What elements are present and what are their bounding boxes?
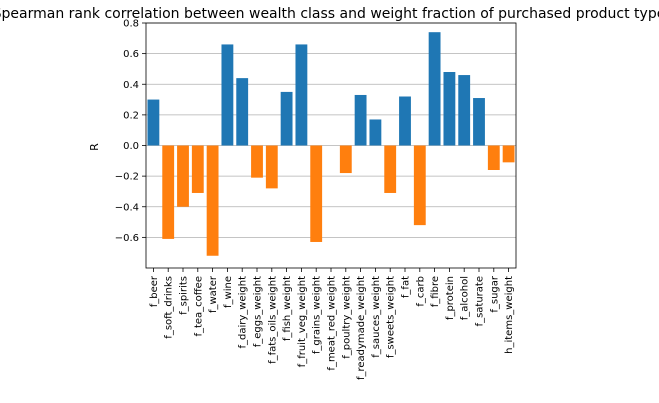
x-tick-label: f_fruit_veg_weight [297, 276, 308, 367]
bar-f-fish-weight [280, 91, 293, 146]
x-tick-label: f_water [208, 275, 219, 313]
bar-f-water [206, 145, 219, 256]
y-tick-label: 0.6 [123, 49, 139, 60]
bar-f-protein [443, 72, 456, 146]
x-tick-label: f_fats_oils_weight [267, 276, 278, 364]
x-tick-label: f_fish_weight [282, 276, 293, 341]
x-tick-label: f_sweets_weight [386, 276, 397, 358]
x-tick-label: f_soft_drinks [164, 276, 175, 339]
bar-f-carb [413, 145, 426, 226]
y-axis-label: R [88, 143, 101, 151]
x-tick-label: f_alcohol [460, 276, 471, 320]
x-tick-label: f_dairy_weight [238, 276, 249, 349]
bar-f-dairy-weight [236, 78, 249, 146]
bar-f-readymade-weight [354, 94, 367, 146]
y-ticks: 0.8 0.6 0.4 0.2 0.0 −0.2 −0.4 −0.6 [115, 19, 146, 244]
x-tick-label: f_protein [445, 276, 456, 320]
y-tick-label: −0.6 [115, 233, 139, 244]
x-tick-label: f_poultry_weight [341, 276, 352, 359]
y-tick-label: 0.0 [123, 141, 139, 152]
bar-f-spirits [177, 145, 189, 207]
x-tick-label: f_sauces_weight [371, 276, 382, 358]
x-tick-label: h_items_weight [504, 276, 515, 354]
y-tick-label: −0.2 [115, 172, 139, 183]
y-tick-label: −0.4 [115, 202, 139, 213]
x-tick-label: f_carb [415, 276, 426, 307]
x-tick-label: f_eggs_weight [253, 276, 264, 347]
x-tick-label: f_spirits [179, 276, 190, 315]
x-tick-label: f_beer [149, 275, 160, 307]
x-tick-label: f_grains_weight [312, 276, 323, 354]
bar-f-sugar [487, 145, 500, 170]
x-ticks: f_beer f_soft_drinks f_spirits f_tea_coffee… [149, 268, 515, 380]
bar-f-wine [221, 44, 234, 146]
bar-f-sauces-weight [369, 119, 382, 146]
y-tick-label: 0.8 [123, 19, 139, 30]
x-tick-label: f_readymade_weight [356, 276, 367, 380]
x-tick-label: f_saturate [475, 276, 486, 326]
bar-h-items-weight [502, 145, 515, 163]
bar-f-soft-drinks [162, 145, 175, 239]
bar-f-sweets-weight [384, 145, 397, 193]
y-tick-label: 0.4 [123, 80, 139, 91]
bar-f-saturate [473, 98, 485, 146]
x-tick-label: f_fibre [430, 276, 441, 307]
x-tick-label: f_fat [401, 276, 412, 298]
x-tick-label: f_sugar [489, 275, 500, 313]
x-tick-label: f_meat_red_weight [327, 276, 338, 371]
y-tick-label: 0.2 [123, 110, 139, 121]
bar-f-beer [147, 99, 160, 146]
bar-f-fats-oils-weight [265, 145, 278, 189]
bar-f-fat [399, 96, 411, 146]
x-tick-label: f_tea_coffee [193, 276, 204, 337]
bar-f-eggs-weight [251, 145, 263, 178]
bars [147, 32, 515, 256]
bar-f-fruit-veg-weight [295, 44, 308, 146]
bar-f-grains-weight [310, 145, 323, 242]
bar-f-fibre [428, 32, 441, 146]
chart-title: Spearman rank correlation between wealth… [0, 6, 659, 22]
x-tick-label: f_wine [223, 276, 234, 308]
bar-f-alcohol [458, 75, 471, 146]
bar-f-poultry-weight [339, 145, 352, 174]
bar-f-tea-coffee [191, 145, 204, 193]
